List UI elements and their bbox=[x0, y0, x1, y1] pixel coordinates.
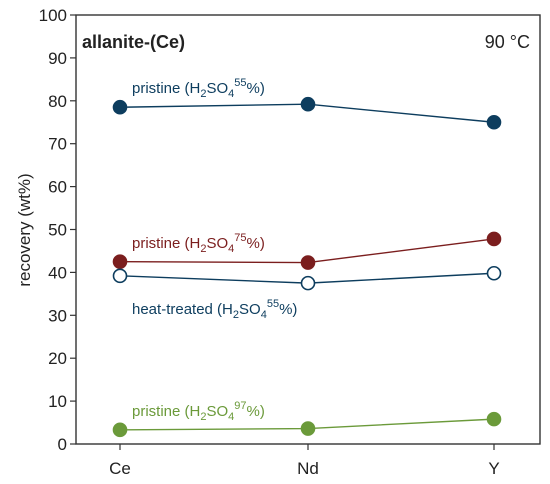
data-point bbox=[112, 268, 128, 284]
series-0 bbox=[112, 96, 502, 130]
series-label: pristine (H2SO455%) bbox=[132, 77, 265, 100]
data-point bbox=[112, 99, 128, 115]
temperature-annotation: 90 °C bbox=[485, 32, 530, 52]
series-label: heat-treated (H2SO455%) bbox=[132, 298, 297, 321]
series-layer bbox=[112, 96, 502, 438]
data-point bbox=[300, 255, 316, 270]
y-tick-label: 50 bbox=[48, 221, 67, 240]
y-tick-label: 70 bbox=[48, 135, 67, 154]
chart-title: allanite-(Ce) bbox=[82, 32, 185, 52]
data-point bbox=[300, 275, 316, 291]
y-tick-label: 20 bbox=[48, 349, 67, 368]
series-label: pristine (H2SO497%) bbox=[132, 400, 265, 423]
y-tick-label: 10 bbox=[48, 392, 67, 411]
data-point bbox=[486, 411, 502, 427]
y-tick-label: 0 bbox=[58, 435, 67, 454]
y-tick-label: 40 bbox=[48, 263, 67, 282]
data-point bbox=[486, 114, 502, 130]
data-point bbox=[300, 96, 316, 112]
y-tick-label: 80 bbox=[48, 92, 67, 111]
x-tick-label: Nd bbox=[297, 459, 319, 478]
y-tick-label: 90 bbox=[48, 49, 67, 68]
data-point bbox=[486, 231, 502, 247]
data-point bbox=[112, 254, 128, 269]
data-point bbox=[486, 265, 502, 281]
y-tick-label: 100 bbox=[39, 6, 67, 25]
y-axis-title: recovery (wt%) bbox=[15, 173, 34, 286]
data-point bbox=[300, 421, 316, 436]
x-tick-label: Ce bbox=[109, 459, 131, 478]
data-point bbox=[112, 422, 128, 438]
y-tick-label: 30 bbox=[48, 306, 67, 325]
x-tick-label: Y bbox=[488, 459, 499, 478]
series-1 bbox=[112, 231, 502, 270]
y-tick-label: 60 bbox=[48, 178, 67, 197]
labels-layer: pristine (H2SO455%) pristine (H2SO475%) he… bbox=[132, 77, 297, 423]
series-2 bbox=[112, 265, 502, 291]
plot-axes: 0 10 20 30 40 50 60 70 80 90 100 Ce Nd Y bbox=[39, 6, 541, 478]
series-3 bbox=[112, 411, 502, 438]
series-label: pristine (H2SO475%) bbox=[132, 232, 265, 255]
